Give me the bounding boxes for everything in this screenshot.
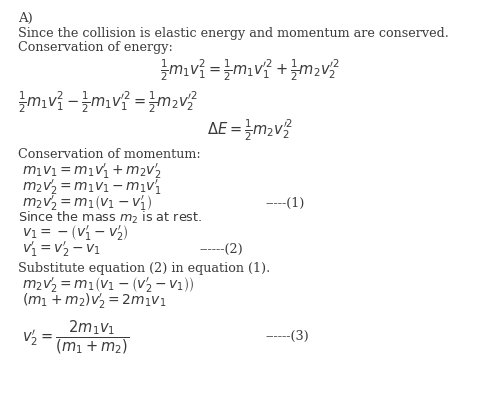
Text: Since the mass $m_2$ is at rest.: Since the mass $m_2$ is at rest. xyxy=(18,209,203,226)
Text: $m_2v_2^{\prime} = m_1\left(v_1 - v_1^{\prime}\right)$: $m_2v_2^{\prime} = m_1\left(v_1 - v_1^{\… xyxy=(22,194,152,213)
Text: $m_2v_2^{\prime} = m_1v_1 - m_1v_1^{\prime}$: $m_2v_2^{\prime} = m_1v_1 - m_1v_1^{\pri… xyxy=(22,177,162,197)
Text: Substitute equation (2) in equation (1).: Substitute equation (2) in equation (1). xyxy=(18,261,270,274)
Text: -----(1): -----(1) xyxy=(265,196,304,209)
Text: A): A) xyxy=(18,12,33,25)
Text: $m_1v_1 = m_1v_1^{\prime} + m_2v_2^{\prime}$: $m_1v_1 = m_1v_1^{\prime} + m_2v_2^{\pri… xyxy=(22,162,162,181)
Text: Since the collision is elastic energy and momentum are conserved.: Since the collision is elastic energy an… xyxy=(18,27,449,40)
Text: $v_2^{\prime} = \dfrac{2m_1v_1}{\left(m_1 + m_2\right)}$: $v_2^{\prime} = \dfrac{2m_1v_1}{\left(m_… xyxy=(22,317,130,355)
Text: $\frac{1}{2}m_1v_1^2 = \frac{1}{2}m_1v_1^{\prime 2} + \frac{1}{2}m_2v_2^{\prime : $\frac{1}{2}m_1v_1^2 = \frac{1}{2}m_1v_1… xyxy=(160,58,340,83)
Text: $\left(m_1 + m_2\right)v_2^{\prime} = 2m_1v_1$: $\left(m_1 + m_2\right)v_2^{\prime} = 2m… xyxy=(22,291,167,311)
Text: ------(3): ------(3) xyxy=(265,329,309,342)
Text: $v_1 = -\left(v_1^{\prime} - v_2^{\prime}\right)$: $v_1 = -\left(v_1^{\prime} - v_2^{\prime… xyxy=(22,224,129,243)
Text: $m_2v_2^{\prime} = m_1\left(v_1 - \left(v_2^{\prime} - v_1\right)\right)$: $m_2v_2^{\prime} = m_1\left(v_1 - \left(… xyxy=(22,275,195,294)
Text: ------(2): ------(2) xyxy=(200,243,244,256)
Text: $\Delta E = \frac{1}{2}m_2v_2^{\prime 2}$: $\Delta E = \frac{1}{2}m_2v_2^{\prime 2}… xyxy=(207,118,293,143)
Text: $v_1^{\prime} = v_2^{\prime} - v_1$: $v_1^{\prime} = v_2^{\prime} - v_1$ xyxy=(22,239,101,258)
Text: Conservation of momentum:: Conservation of momentum: xyxy=(18,148,201,161)
Text: Conservation of energy:: Conservation of energy: xyxy=(18,41,173,54)
Text: $\frac{1}{2}m_1v_1^2 - \frac{1}{2}m_1v_1^{\prime 2} = \frac{1}{2}m_2v_2^{\prime : $\frac{1}{2}m_1v_1^2 - \frac{1}{2}m_1v_1… xyxy=(18,90,198,115)
